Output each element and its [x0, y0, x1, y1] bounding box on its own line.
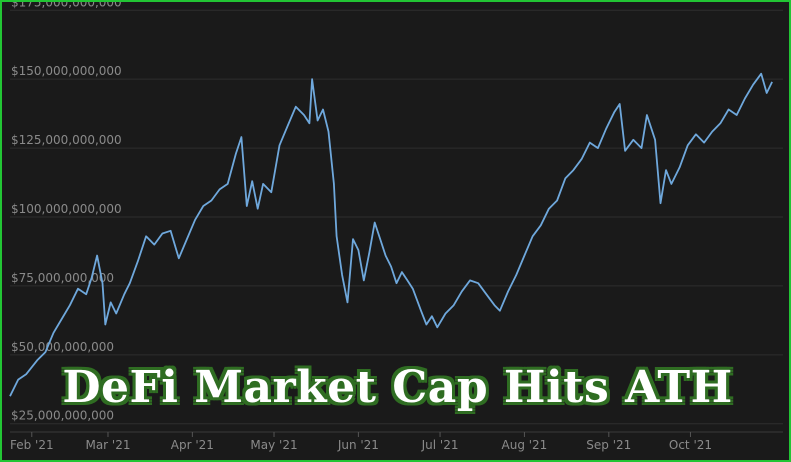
x-tick-label: Feb '21 — [10, 438, 54, 452]
y-tick-label: $125,000,000,000 — [11, 133, 122, 147]
y-tick-label: $75,000,000,000 — [11, 271, 114, 285]
gridlines — [10, 9, 783, 425]
headline-title: DeFi Market Cap Hits ATH — [62, 362, 733, 413]
x-axis: Feb '21 Mar '21 Apr '21 May '21 Jun '21 Jul '… — [10, 431, 783, 452]
y-tick-label: $100,000,000,000 — [11, 202, 122, 216]
y-axis: $25,000,000,000 $50,000,000,000 $75,000,00… — [11, 2, 122, 423]
x-tick-label: Sep '21 — [586, 438, 631, 452]
x-tick-label: Jul '21 — [421, 438, 459, 452]
x-tick-label: Oct '21 — [669, 438, 712, 452]
series-line — [9, 72, 773, 397]
x-tick-label: May '21 — [250, 438, 297, 452]
y-tick-label: $50,000,000,000 — [11, 340, 114, 354]
x-tick-label: Mar '21 — [85, 438, 130, 452]
y-tick-label: $25,000,000,000 — [11, 409, 114, 423]
x-tick-label: Jun '21 — [337, 438, 379, 452]
y-tick-label: $175,000,000,000 — [11, 2, 122, 9]
series-group — [9, 72, 773, 397]
x-tick-label: Apr '21 — [171, 438, 214, 452]
y-tick-label: $150,000,000,000 — [11, 64, 122, 78]
x-tick-label: Aug '21 — [502, 438, 548, 452]
